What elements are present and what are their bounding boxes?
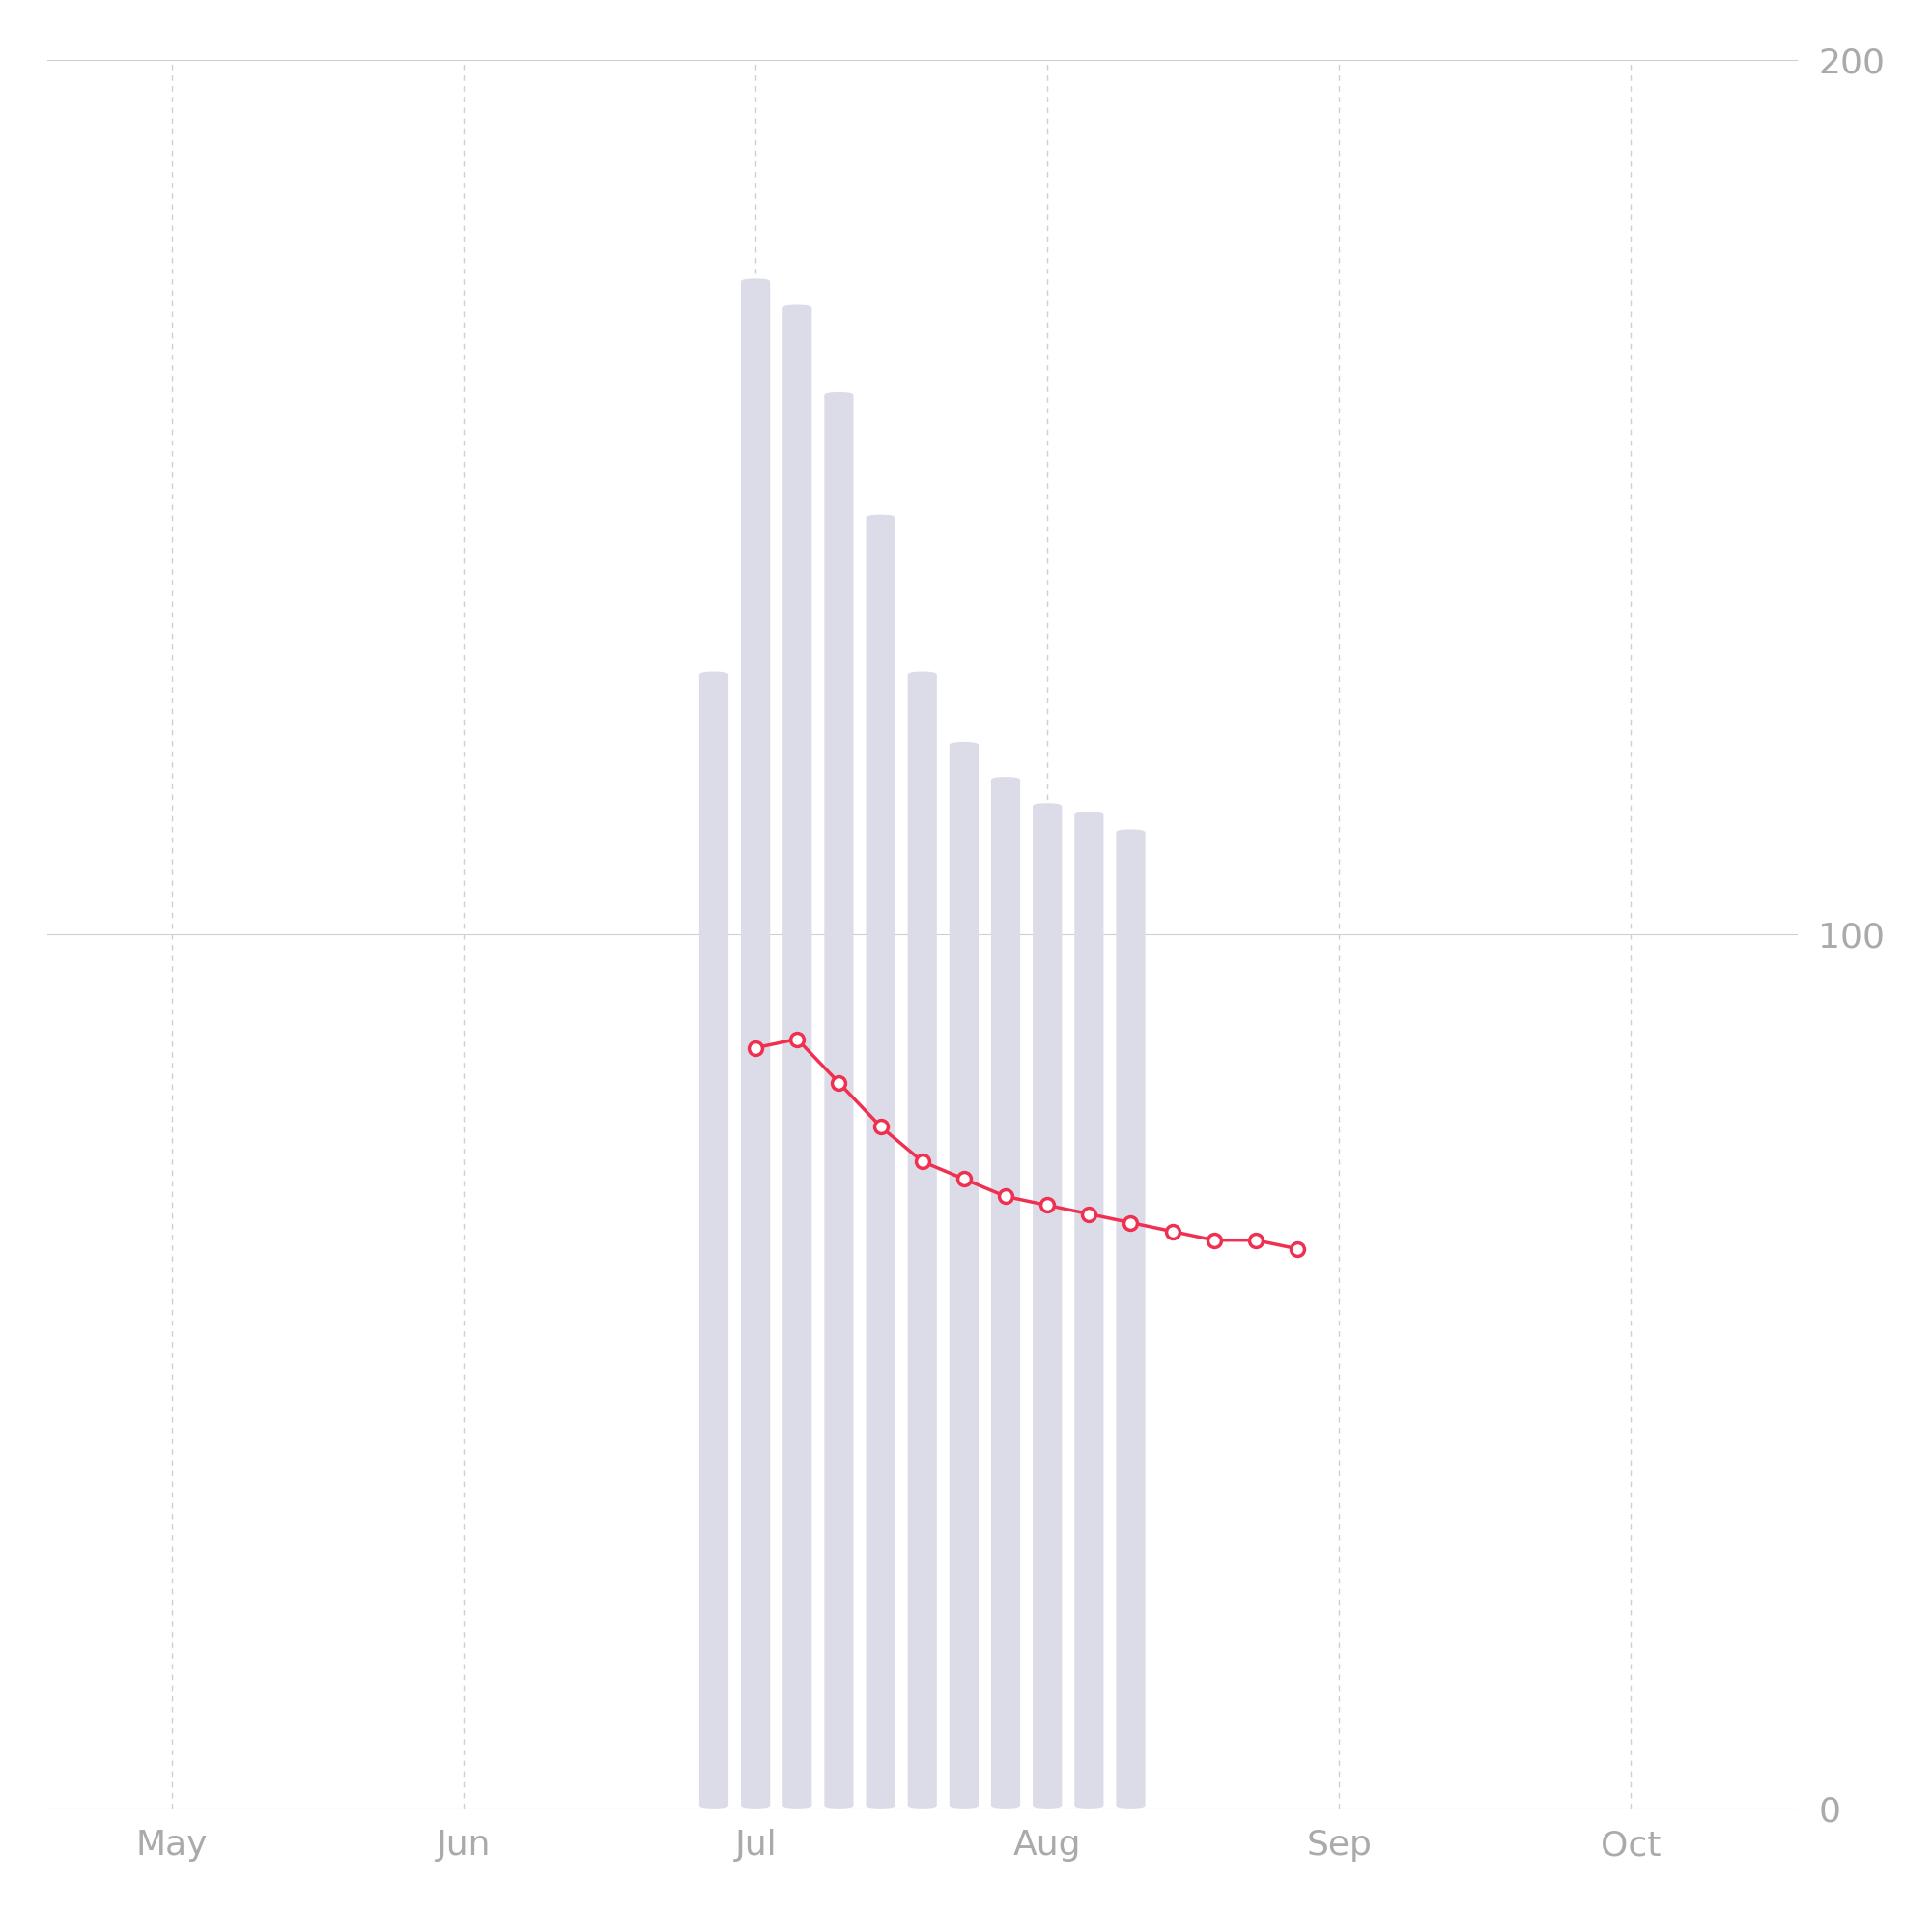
FancyBboxPatch shape (825, 391, 854, 1808)
FancyBboxPatch shape (1117, 829, 1146, 1808)
FancyBboxPatch shape (908, 672, 937, 1808)
FancyBboxPatch shape (1034, 804, 1063, 1808)
FancyBboxPatch shape (866, 515, 895, 1808)
FancyBboxPatch shape (991, 777, 1020, 1808)
FancyBboxPatch shape (782, 305, 811, 1808)
FancyBboxPatch shape (699, 672, 728, 1808)
FancyBboxPatch shape (1074, 811, 1103, 1808)
FancyBboxPatch shape (742, 279, 771, 1808)
FancyBboxPatch shape (949, 743, 978, 1808)
